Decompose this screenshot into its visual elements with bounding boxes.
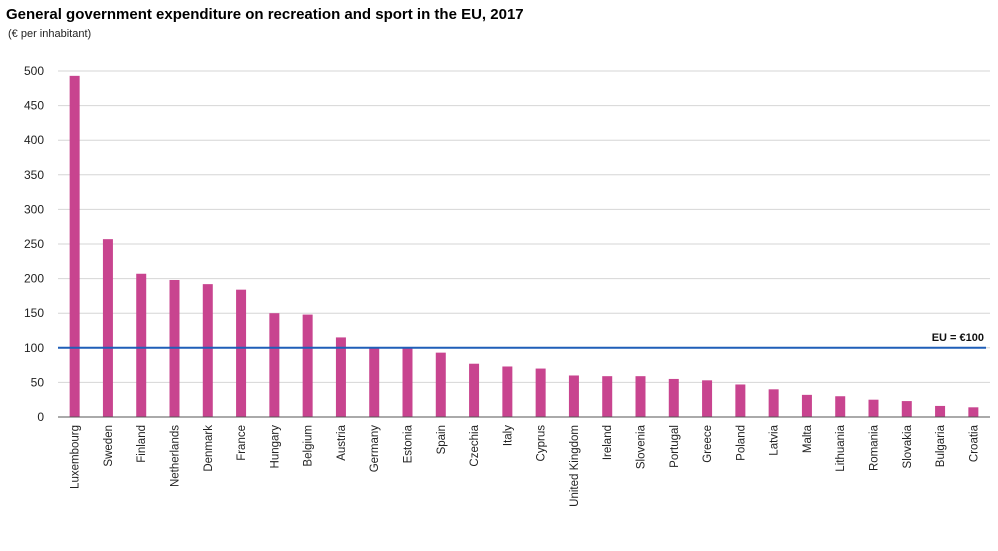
x-tick-label: Austria [336, 424, 348, 460]
x-tick-label: Finland [136, 425, 148, 463]
bar-lithuania [835, 396, 846, 417]
y-tick-label: 150 [24, 306, 44, 320]
bar-denmark [202, 284, 213, 417]
bar-germany [369, 347, 380, 417]
bar-czechia [469, 363, 480, 417]
y-tick-label: 400 [24, 133, 44, 147]
x-tick-label: Slovakia [902, 424, 914, 468]
bar-luxembourg [69, 75, 80, 418]
bar-romania [868, 399, 879, 417]
bar-sweden [102, 239, 113, 417]
bar-latvia [768, 389, 779, 417]
x-tick-label: Bulgaria [935, 424, 947, 467]
bar-cyprus [535, 368, 546, 417]
y-tick-label: 500 [24, 64, 44, 78]
bar-greece [702, 380, 713, 417]
bar-slovenia [635, 376, 646, 417]
x-tick-label: Romania [869, 424, 881, 471]
x-tick-label: Lithuania [835, 424, 847, 471]
bar-austria [335, 337, 346, 417]
x-tick-label: Ireland [602, 425, 614, 460]
bar-france [236, 289, 247, 417]
bar-ireland [602, 376, 613, 417]
y-tick-label: 300 [24, 202, 44, 216]
eu-average-label: EU = €100 [932, 332, 984, 344]
x-tick-label: Luxembourg [70, 425, 82, 489]
x-tick-label: Sweden [103, 425, 115, 467]
x-tick-label: Poland [735, 425, 747, 461]
bar-spain [435, 352, 446, 417]
bar-belgium [302, 314, 313, 417]
x-tick-label: Estonia [403, 424, 415, 463]
x-tick-label: Spain [436, 425, 448, 454]
bar-poland [735, 384, 746, 417]
y-tick-label: 0 [37, 410, 44, 424]
y-tick-label: 350 [24, 168, 44, 182]
bar-bulgaria [935, 405, 946, 417]
bar-malta [801, 394, 812, 417]
bar-portugal [668, 378, 679, 417]
bar-united-kingdom [568, 375, 579, 417]
bar-italy [502, 366, 513, 417]
x-tick-label: Portugal [669, 425, 681, 468]
x-tick-label: Malta [802, 424, 814, 453]
x-tick-label: Netherlands [170, 425, 182, 487]
x-tick-label: Belgium [303, 425, 315, 467]
y-tick-label: 250 [24, 237, 44, 251]
bar-estonia [402, 347, 413, 417]
x-tick-label: Latvia [769, 424, 781, 455]
bar-croatia [968, 407, 979, 417]
x-tick-label: Italy [502, 425, 514, 446]
y-tick-label: 50 [31, 375, 45, 389]
x-tick-label: United Kingdom [569, 425, 581, 507]
bar-finland [136, 273, 147, 417]
x-tick-label: Hungary [269, 425, 281, 469]
x-tick-label: France [236, 425, 248, 461]
y-tick-label: 200 [24, 272, 44, 286]
bar-slovakia [901, 401, 912, 417]
chart-subtitle: (€ per inhabitant) [8, 28, 92, 40]
x-tick-label: Greece [702, 425, 714, 463]
x-tick-label: Cyprus [536, 425, 548, 462]
y-tick-label: 100 [24, 341, 44, 355]
x-tick-label: Germany [369, 425, 381, 473]
chart-title: General government expenditure on recrea… [6, 6, 524, 23]
x-tick-label: Denmark [203, 425, 215, 472]
y-tick-label: 450 [24, 99, 44, 113]
x-tick-label: Slovenia [636, 424, 648, 469]
x-tick-label: Czechia [469, 424, 481, 466]
bar-hungary [269, 313, 280, 417]
x-tick-label: Croatia [968, 424, 980, 462]
